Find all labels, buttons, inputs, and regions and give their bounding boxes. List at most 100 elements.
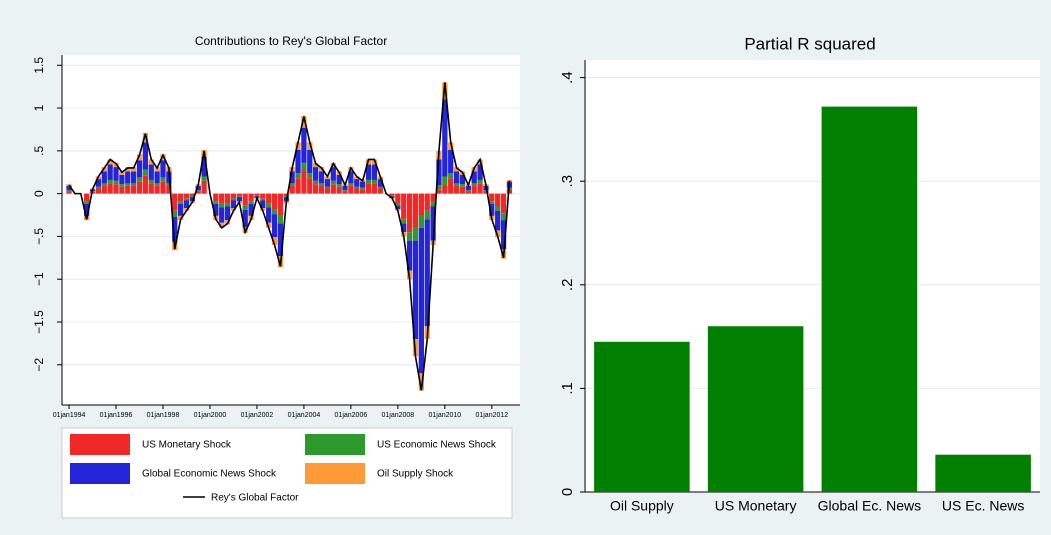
bar-segment xyxy=(66,191,72,194)
y-tick-label: 1.5 xyxy=(32,57,46,74)
bar-segment xyxy=(66,185,72,191)
bar-segment xyxy=(242,209,248,228)
y-tick-label: −1 xyxy=(32,272,46,286)
bar-segment xyxy=(154,183,160,186)
bar-segment xyxy=(148,183,154,194)
bar-segment xyxy=(406,232,413,241)
bar-segment xyxy=(324,186,331,189)
y-tick-label: −.5 xyxy=(32,228,46,245)
bar-segment xyxy=(354,188,360,194)
bar-segment xyxy=(183,200,190,209)
bar-segment xyxy=(365,164,372,180)
bar-segment xyxy=(448,142,454,150)
legend-label: Rey's Global Factor xyxy=(211,493,299,504)
bar-segment xyxy=(142,132,149,143)
bar-segment xyxy=(442,185,448,194)
bar-segment xyxy=(230,200,237,209)
bar-segment xyxy=(119,186,125,194)
bar-segment xyxy=(142,169,149,176)
bar xyxy=(594,341,690,492)
bar xyxy=(707,326,804,492)
bar-segment xyxy=(142,175,149,194)
bar-segment xyxy=(430,206,436,241)
bar-segment xyxy=(324,188,331,194)
x-tick-label: 01jan2002 xyxy=(241,412,274,419)
bar-segment xyxy=(242,193,248,206)
bar-segment xyxy=(459,174,466,185)
bar-segment xyxy=(395,193,401,204)
bar-segment xyxy=(101,185,107,194)
bar-segment xyxy=(119,184,125,187)
bar-segment xyxy=(160,177,166,182)
legend-swatch xyxy=(70,463,130,484)
bar-segment xyxy=(442,99,448,177)
bar-segment xyxy=(125,183,131,186)
bar-segment xyxy=(172,210,178,217)
bar-segment xyxy=(266,222,272,228)
legend-label: Global Economic News Shock xyxy=(142,469,277,480)
bar-segment xyxy=(424,210,430,220)
bar-segment xyxy=(318,183,325,186)
bar-segment xyxy=(489,193,495,202)
bar xyxy=(935,454,1031,492)
bar-segment xyxy=(495,210,501,231)
bar-segment xyxy=(248,203,254,216)
x-tick-label: Oil Supply xyxy=(610,498,674,514)
bar-segment xyxy=(301,162,307,171)
bar-segment xyxy=(277,193,284,216)
bar-segment xyxy=(371,164,378,180)
bar-segment xyxy=(395,205,401,210)
bar-segment xyxy=(195,191,201,194)
y-tick-label: 0 xyxy=(32,190,46,197)
bar-segment xyxy=(354,176,360,180)
y-tick-label: 0 xyxy=(559,488,576,496)
bar-segment xyxy=(107,159,113,165)
bar-segment xyxy=(224,203,231,207)
bar-segment xyxy=(465,190,471,192)
bar-segment xyxy=(424,193,430,211)
y-tick-label: .4 xyxy=(559,71,576,84)
bar-segment xyxy=(271,214,278,238)
bar-segment xyxy=(495,193,501,207)
bar-segment xyxy=(95,186,102,189)
bar-segment xyxy=(453,167,460,172)
bar-segment xyxy=(401,223,407,233)
bar-segment xyxy=(248,201,254,204)
bar-segment xyxy=(354,179,360,187)
legend-swatch xyxy=(70,434,130,455)
x-tick-label: 01jan2004 xyxy=(288,412,321,419)
bar-segment xyxy=(371,179,378,184)
bar-segment xyxy=(307,149,313,174)
legend-swatch xyxy=(305,463,365,484)
bar-segment xyxy=(236,196,242,198)
bar-segment xyxy=(307,142,313,150)
bar-segment xyxy=(254,195,260,197)
bar-segment xyxy=(348,183,354,186)
bar-segment xyxy=(495,230,501,238)
bar-segment xyxy=(148,159,154,165)
bar-segment xyxy=(154,171,160,184)
bar-segment xyxy=(477,164,483,180)
bar-segment xyxy=(436,159,442,186)
x-tick-label: 01jan2012 xyxy=(475,412,508,419)
bar-segment xyxy=(465,191,471,194)
bar-segment xyxy=(448,149,454,174)
bar-segment xyxy=(189,197,195,202)
bar-segment xyxy=(324,179,331,187)
bar-segment xyxy=(236,193,242,197)
bar-segment xyxy=(436,189,442,194)
bar-segment xyxy=(330,184,336,194)
bar-segment xyxy=(359,187,366,190)
bar-segment xyxy=(248,193,254,202)
bar-segment xyxy=(289,185,295,194)
legend xyxy=(61,427,513,519)
bar-segment xyxy=(377,186,383,189)
y-tick-label: 1 xyxy=(32,104,46,111)
bar-segment xyxy=(183,198,190,201)
bar-segment xyxy=(201,180,207,194)
bar-segment xyxy=(136,160,143,178)
bar-segment xyxy=(313,167,319,181)
bar-segment xyxy=(183,193,190,199)
bar-segment xyxy=(101,183,107,186)
